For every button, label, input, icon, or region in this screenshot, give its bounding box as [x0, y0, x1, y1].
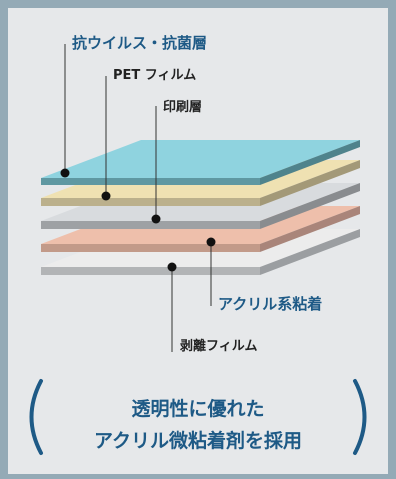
antiviral-antibacterial-layer [41, 140, 360, 185]
right-parenthesis [353, 379, 367, 455]
left-parenthesis [29, 379, 43, 455]
antiviral-marker-dot [60, 168, 70, 178]
summary-line-2: アクリル微粘着剤を採用 [93, 430, 303, 452]
print-marker-dot [151, 214, 161, 224]
summary-line-1: 透明性に優れた [131, 398, 265, 420]
adhesive-marker-dot [206, 237, 216, 247]
pet-marker-dot [101, 191, 111, 201]
pet-film-label: PET フィルム [113, 68, 197, 83]
acrylic-adhesive-label: アクリル系粘着 [218, 295, 323, 313]
antiviral-layer-label: 抗ウイルス・抗菌層 [72, 34, 208, 52]
release-film-label: 剥離フィルム [180, 339, 258, 354]
print-layer-label: 印刷層 [163, 100, 203, 115]
release-marker-dot [167, 262, 177, 272]
